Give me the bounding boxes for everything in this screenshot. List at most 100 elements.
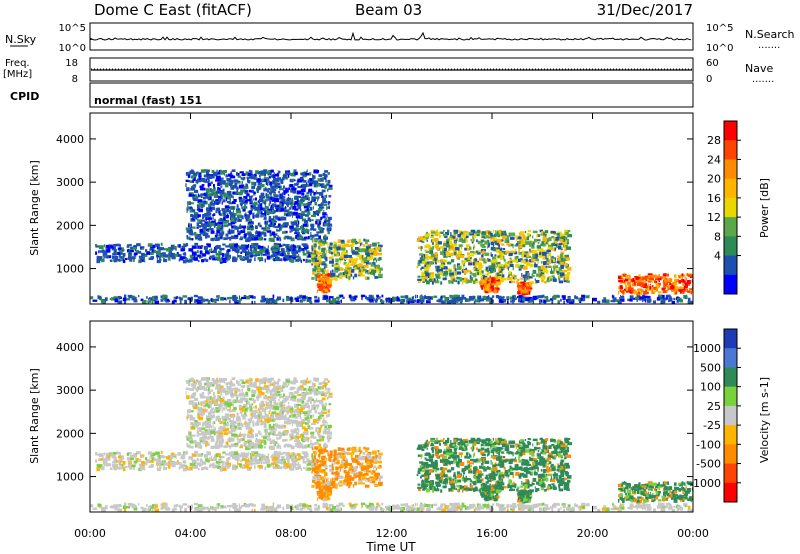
power-echo-cell [526,288,532,292]
power-echo-cell [498,299,502,303]
velocity-echo-cell [283,459,285,462]
power-echo-cell [362,268,367,272]
power-echo-cell [239,236,244,240]
velocity-echo-cell [290,453,296,457]
power-echo-cell [277,218,282,221]
velocity-echo-cell [207,393,210,396]
power-echo-cell [331,298,337,302]
power-echo-cell [186,258,189,263]
power-echo-cell [253,206,258,210]
power-echo-cell [560,270,563,274]
power-echo-cell [319,273,323,277]
power-echo-cell [432,262,435,265]
power-echo-cell [360,294,366,298]
power-echo-cell [200,195,203,199]
power-echo-cell [552,248,556,252]
power-echo-cell [264,258,267,263]
power-echo-cell [243,176,246,180]
power-echo-cell [648,275,653,279]
power-echo-cell [291,248,296,253]
power-echo-cell [308,251,310,255]
velocity-echo-cell [285,452,289,456]
power-echo-cell [431,296,434,301]
velocity-echo-cell [231,377,236,381]
power-echo-cell [264,198,269,202]
power-echo-cell [644,299,647,303]
power-echo-cell [354,266,357,271]
velocity-echo-cell [173,455,176,458]
power-echo-cell [476,262,482,266]
power-echo-cell [522,234,526,237]
power-echo-cell [263,247,266,251]
power-echo-cell [454,231,457,235]
power-echo-cell [516,240,521,245]
power-echo-cell [417,275,421,278]
velocity-echo-cell [290,429,292,432]
power-echo-cell [254,244,258,247]
velocity-echo-cell [249,378,253,382]
power-echo-cell [199,250,202,255]
power-echo-cell [406,297,412,301]
power-echo-cell [274,174,278,177]
power-echo-cell [291,254,297,258]
power-echo-cell [446,229,450,233]
power-echo-cell [466,248,471,251]
power-echo-cell [307,217,311,222]
power-echo-cell [421,266,424,269]
velocity-echo-cell [221,465,227,469]
power-echo-cell [673,274,677,278]
power-echo-cell [342,253,345,258]
power-echo-cell [653,279,656,284]
colorbar-segment [724,178,737,199]
power-echo-cell [491,270,493,274]
power-echo-cell [488,297,492,301]
velocity-echo-cell [244,464,249,469]
power-echo-cell [252,202,257,206]
power-echo-cell [187,174,191,178]
power-echo-cell [647,279,652,282]
power-echo-cell [340,239,345,243]
power-echo-cell [270,204,273,208]
power-echo-cell [663,283,669,287]
power-echo-cell [202,213,205,218]
power-echo-cell [230,219,236,222]
power-echo-cell [173,299,177,303]
velocity-echo-cell [115,459,118,463]
power-echo-cell [482,265,484,268]
power-echo-cell [637,288,642,291]
velocity-echo-cell [103,463,105,466]
power-echo-cell [352,296,357,301]
velocity-echo-cell [141,467,144,470]
power-echo-cell [677,274,683,278]
velocity-echo-cell [266,463,271,468]
power-echo-cell [180,256,186,259]
power-echo-cell [92,299,98,302]
power-echo-cell [118,253,121,257]
power-echo-cell [220,227,224,232]
power-echo-cell [336,267,339,272]
power-echo-cell [479,295,482,298]
power-echo-cell [546,279,550,283]
velocity-echo-cell [274,391,279,394]
power-echo-cell [296,296,302,299]
power-echo-cell [191,186,194,190]
power-echo-cell [206,210,211,214]
power-echo-cell [362,244,366,247]
power-echo-cell [296,195,302,198]
power-echo-cell [160,242,163,246]
power-echo-cell [277,177,282,181]
velocity-echo-cell [315,428,318,433]
power-echo-cell [541,294,545,298]
power-echo-cell [440,296,443,300]
power-echo-cell [313,243,317,247]
power-echo-cell [193,197,198,202]
power-echo-cell [390,298,395,303]
power-echo-cell [318,221,321,225]
power-echo-cell [232,191,236,194]
power-echo-cell [511,280,516,283]
power-echo-cell [207,185,210,188]
power-echo-cell [541,279,545,283]
velocity-echo-cell [120,457,123,460]
power-echo-cell [361,256,365,260]
power-echo-cell [316,196,319,201]
